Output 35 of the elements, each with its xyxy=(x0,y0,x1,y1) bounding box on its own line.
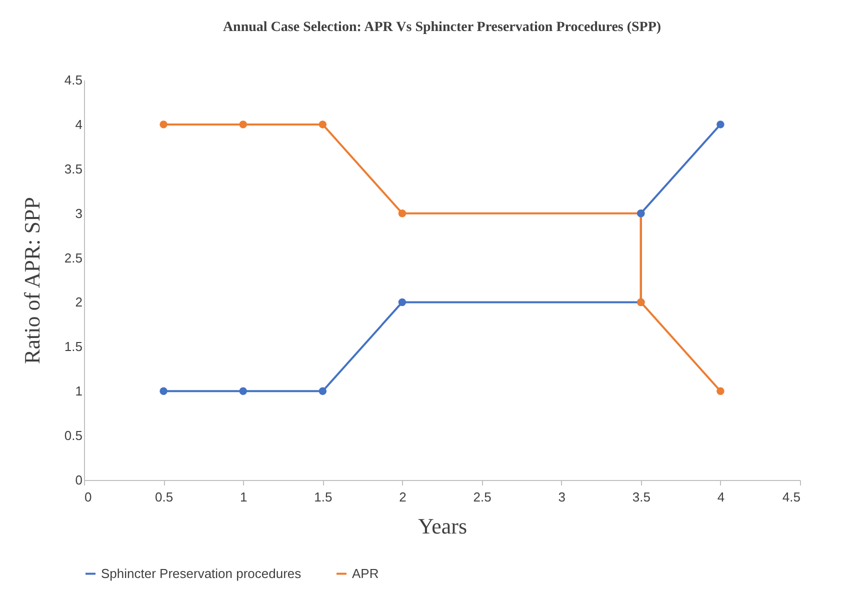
point xyxy=(239,120,247,128)
x-tick-label: 2.5 xyxy=(473,490,492,504)
point xyxy=(716,387,724,395)
x-tick-label: 4.5 xyxy=(782,490,800,504)
x-tick-label: 4 xyxy=(717,490,725,504)
y-tick-label: 0.5 xyxy=(64,428,82,444)
x-tick-label: 3 xyxy=(558,490,566,504)
chart-title: Annual Case Selection: APR Vs Sphincter Preservation Procedures (SPP) xyxy=(222,20,662,35)
y-tick-label: 1.5 xyxy=(64,339,82,354)
y-tick-label: 0 xyxy=(75,472,82,488)
point xyxy=(160,120,168,128)
x-tick-label: 2 xyxy=(399,490,406,504)
x-tick-label: 0.5 xyxy=(155,490,174,504)
x-tick-label: 3.5 xyxy=(632,490,650,504)
point xyxy=(716,120,724,128)
x-tick-label: 0 xyxy=(84,490,92,504)
x-axis-title: Years xyxy=(418,514,468,538)
point xyxy=(239,387,247,395)
legend-label: Sphincter Preservation procedures xyxy=(101,566,302,581)
point xyxy=(318,387,327,395)
y-tick-label: 3 xyxy=(75,206,82,221)
y-axis-title: Ratio of APR: SPP xyxy=(19,197,44,364)
y-tick-label: 2 xyxy=(75,294,82,310)
x-tick-label: 1 xyxy=(240,490,248,504)
x-tick-label: 1.5 xyxy=(314,490,332,504)
y-tick-label: 3.5 xyxy=(64,161,82,176)
y-tick-label: 1 xyxy=(75,384,82,399)
point xyxy=(318,120,327,128)
legend-label: APR xyxy=(352,566,379,581)
point xyxy=(160,387,168,395)
y-tick-label: 4.5 xyxy=(64,72,82,88)
point xyxy=(398,209,406,218)
y-tick-label: 2.5 xyxy=(64,250,82,266)
point xyxy=(398,298,406,306)
y-tick-label: 4 xyxy=(75,116,82,132)
